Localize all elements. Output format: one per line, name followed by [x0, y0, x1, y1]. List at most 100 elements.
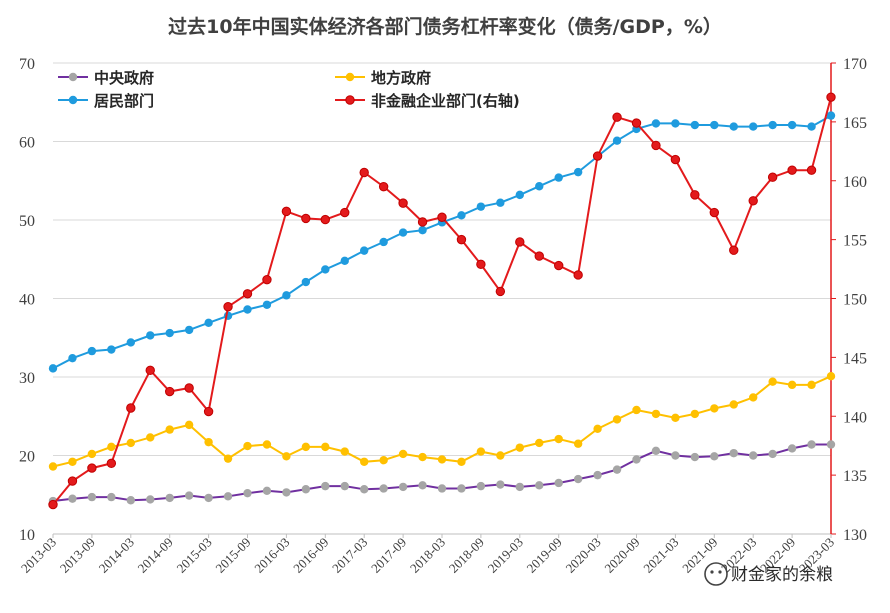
data-point: [223, 454, 233, 463]
data-point: [398, 482, 408, 492]
x-tick-label: 2021-09: [679, 535, 720, 576]
x-tick-label: 2016-09: [290, 535, 331, 576]
data-point: [612, 415, 622, 424]
data-point: [787, 120, 797, 130]
data-point: [826, 92, 836, 102]
x-tick-label: 2018-09: [446, 535, 487, 576]
data-point: [107, 492, 116, 502]
data-point: [807, 440, 816, 449]
data-point: [126, 403, 136, 413]
data-point: [87, 492, 97, 502]
data-point: [184, 420, 194, 430]
legend-marker: [345, 72, 355, 82]
data-point: [48, 499, 58, 510]
data-point: [204, 493, 213, 503]
data-point: [710, 452, 719, 461]
data-point: [573, 270, 583, 280]
data-point: [593, 424, 602, 434]
y-tick-label: 10: [19, 527, 35, 544]
data-point: [651, 446, 661, 455]
x-tick-label: 2016-03: [251, 535, 292, 576]
data-point: [184, 325, 194, 335]
y2-tick-label: 140: [843, 409, 867, 426]
data-point: [360, 485, 369, 494]
data-point: [535, 182, 544, 191]
data-point: [320, 214, 330, 225]
watermark: 财金家的余粮: [704, 562, 833, 586]
data-point: [573, 474, 583, 484]
data-point: [690, 190, 700, 200]
x-tick-label: 2019-03: [485, 535, 526, 576]
data-point: [262, 486, 272, 496]
data-point: [301, 442, 311, 452]
data-point: [729, 448, 738, 458]
data-point: [651, 140, 661, 151]
data-point: [612, 112, 622, 122]
data-point: [437, 484, 447, 493]
data-point: [573, 167, 583, 177]
data-point: [262, 274, 272, 285]
x-tick-label: 2020-09: [601, 535, 642, 576]
data-point: [690, 452, 700, 462]
y2-tick-label: 135: [843, 468, 867, 485]
data-point: [729, 245, 739, 255]
data-point: [165, 328, 174, 338]
data-point: [126, 338, 135, 347]
data-point: [690, 409, 700, 419]
data-point: [749, 451, 758, 460]
data-point: [476, 259, 486, 270]
data-point: [146, 433, 155, 442]
legend-label: 非金融企业部门(右轴): [371, 92, 520, 110]
data-point: [243, 488, 252, 498]
data-point: [457, 211, 466, 220]
data-point: [262, 300, 272, 309]
data-point: [476, 202, 486, 211]
data-point: [223, 302, 233, 312]
data-point: [165, 425, 174, 434]
data-point: [340, 481, 349, 491]
data-point: [243, 441, 252, 451]
data-point: [437, 212, 447, 222]
data-point: [165, 493, 174, 503]
x-tick-label: 2014-03: [96, 535, 137, 576]
data-point: [379, 484, 388, 493]
y2-tick-label: 145: [843, 350, 867, 367]
gridlines: [53, 62, 831, 456]
data-point: [476, 481, 486, 491]
data-point: [107, 345, 116, 354]
data-point: [632, 405, 641, 415]
data-point: [554, 260, 564, 271]
data-point: [476, 447, 486, 456]
data-point: [495, 286, 506, 297]
data-point: [515, 482, 524, 492]
legend-label: 中央政府: [94, 69, 154, 87]
data-point: [68, 353, 77, 363]
data-point: [749, 393, 758, 402]
y2-tick-label: 150: [843, 292, 867, 309]
data-point: [710, 120, 719, 130]
y-tick-label: 60: [19, 135, 35, 152]
series-line: [52, 96, 832, 506]
data-point: [204, 318, 213, 328]
data-point: [729, 400, 738, 409]
data-point: [68, 457, 77, 466]
wechat-icon: [704, 562, 728, 586]
data-point: [223, 492, 233, 501]
data-point: [262, 440, 272, 449]
data-point: [67, 476, 78, 486]
data-point: [360, 246, 369, 255]
data-point: [184, 383, 194, 393]
data-point: [612, 465, 622, 474]
data-point: [515, 443, 524, 452]
data-point: [554, 173, 563, 182]
x-tick-label: 2017-09: [368, 535, 409, 576]
data-point: [282, 291, 291, 300]
legend-label: 地方政府: [371, 69, 431, 87]
data-point: [767, 172, 778, 182]
series-lines: [48, 92, 836, 510]
data-point: [146, 495, 155, 504]
y-tick-label: 20: [19, 449, 35, 466]
data-point: [690, 120, 700, 130]
data-point: [321, 442, 330, 452]
